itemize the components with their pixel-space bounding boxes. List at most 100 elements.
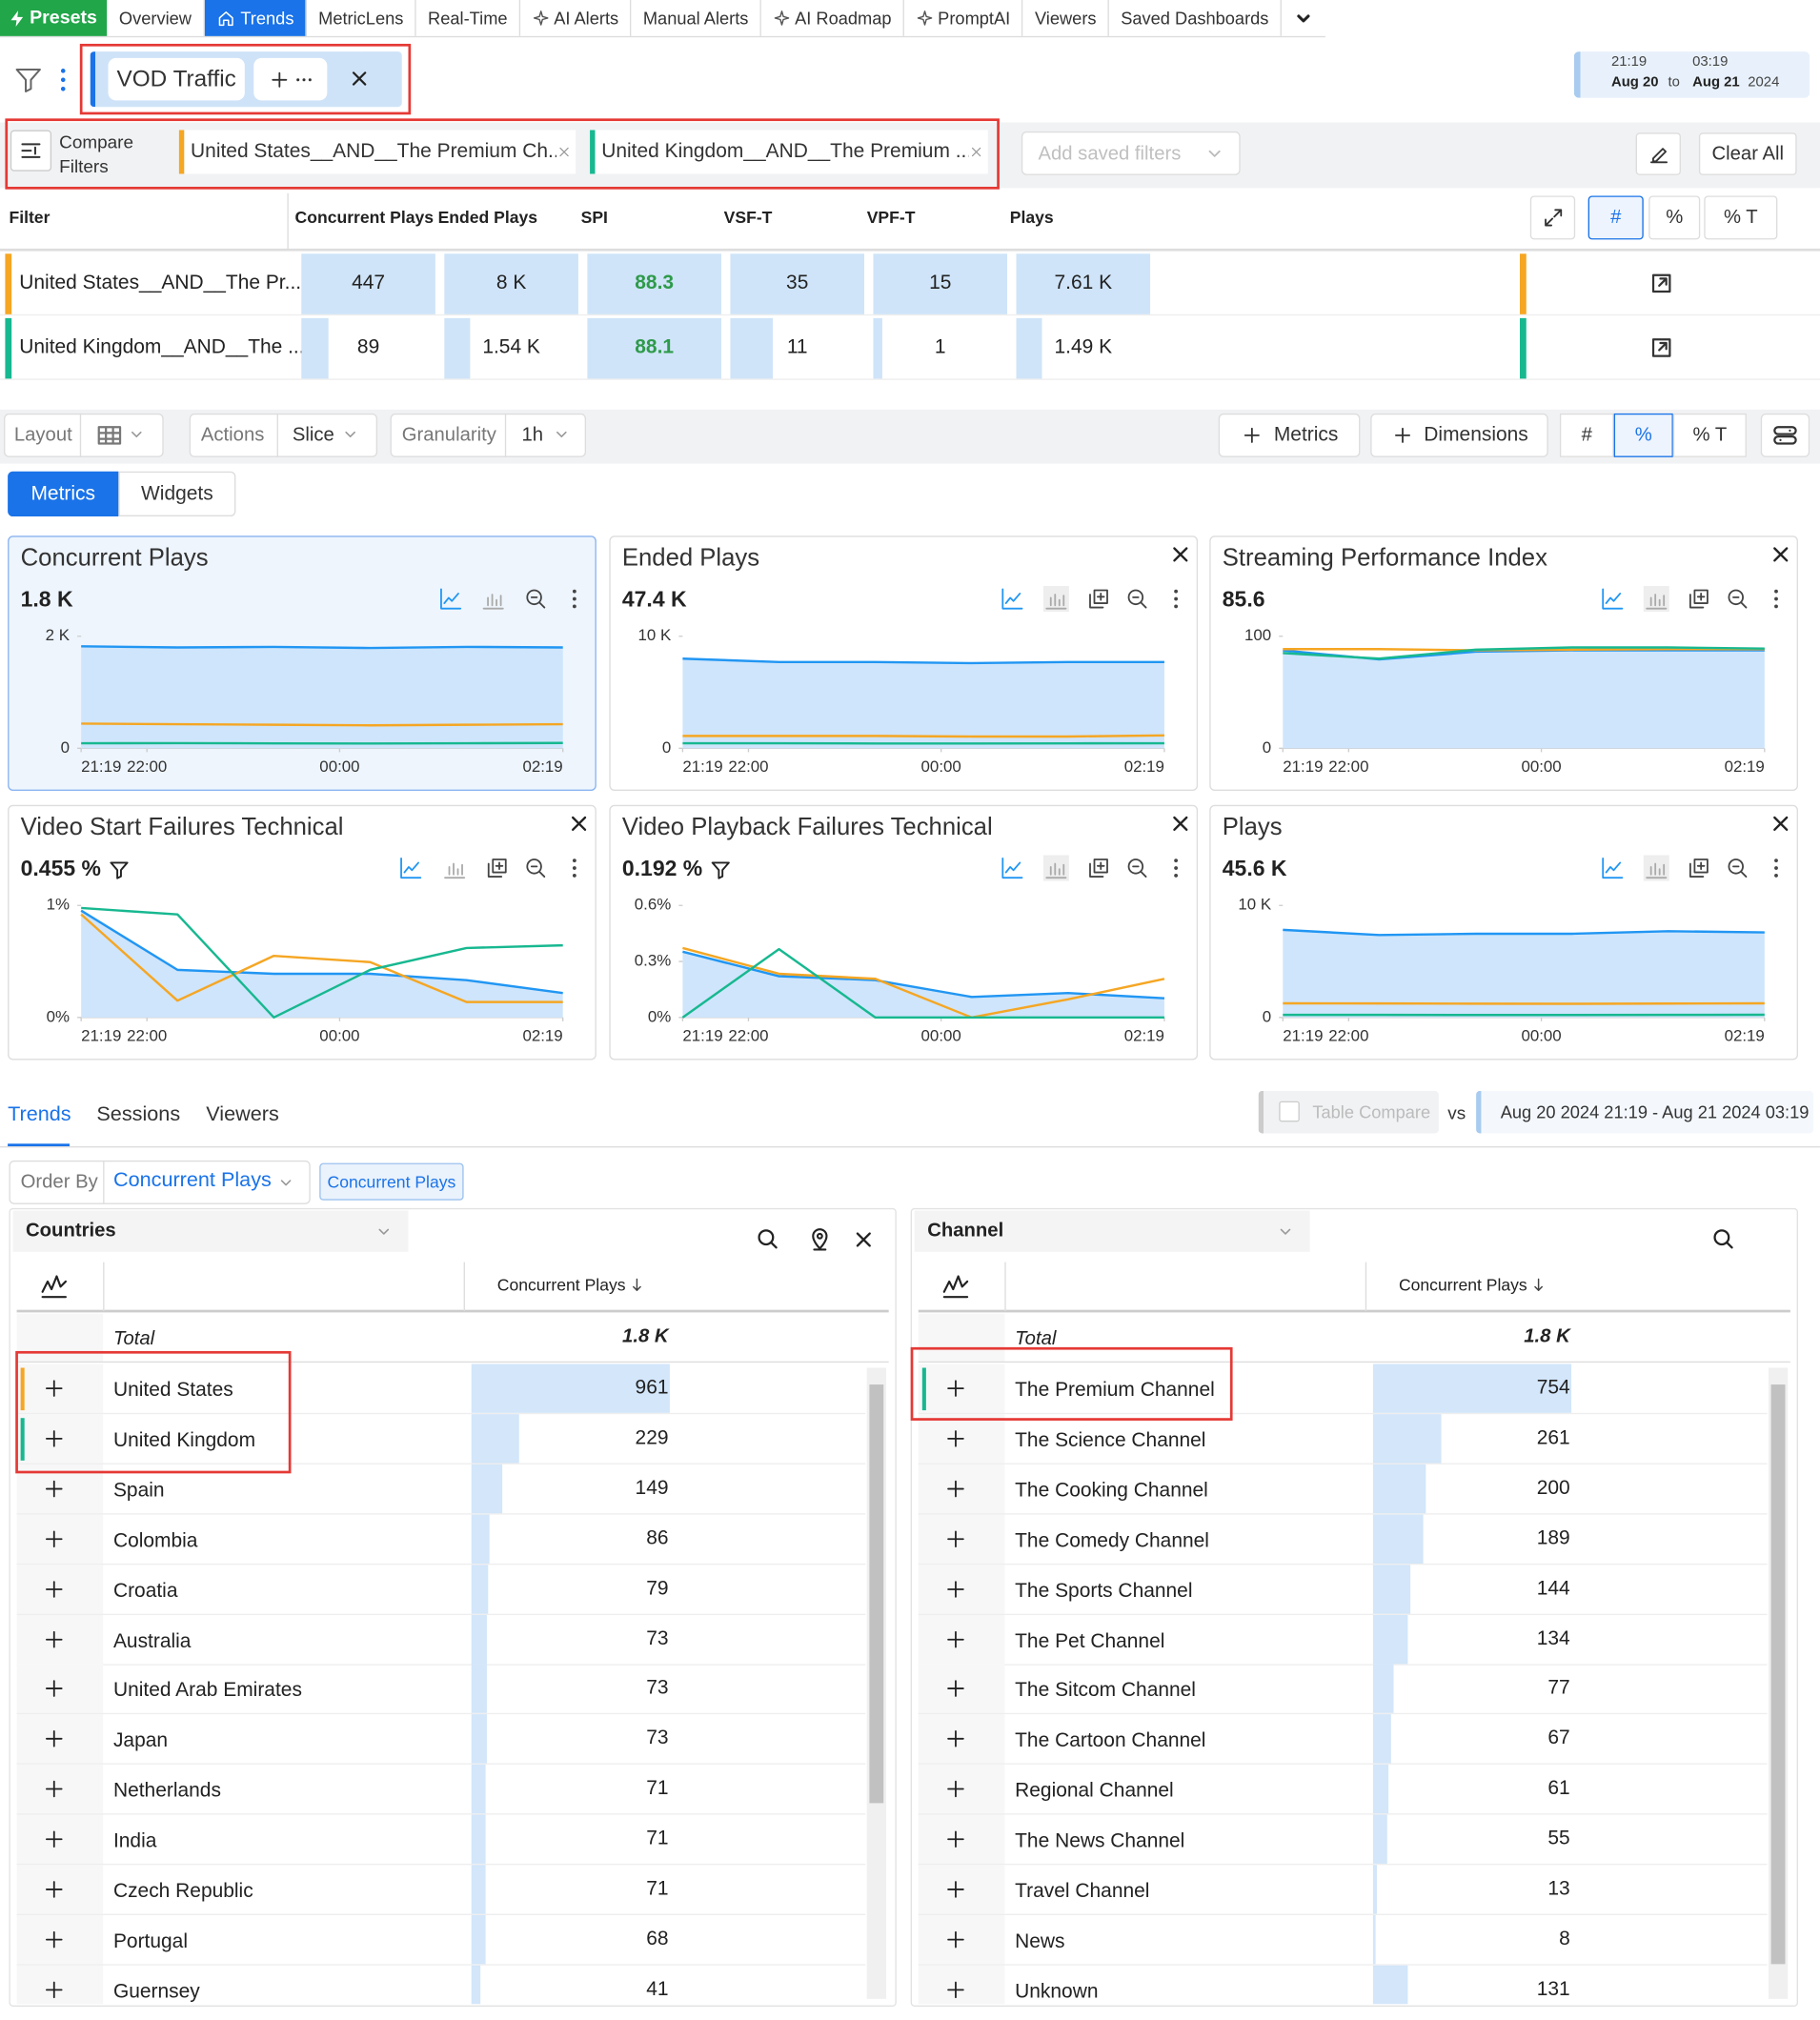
add-dimensions-button[interactable]: Dimensions bbox=[1370, 413, 1548, 457]
mode-button[interactable]: % bbox=[1613, 413, 1673, 457]
mode-button[interactable]: % bbox=[1648, 195, 1701, 240]
active-nav-tab[interactable]: Trends bbox=[204, 0, 307, 36]
expand-button[interactable] bbox=[1529, 195, 1576, 240]
nav-tab-label: Manual Alerts bbox=[642, 8, 749, 29]
nav-tab[interactable]: AI Roadmap bbox=[761, 0, 905, 36]
row-value: 13 bbox=[1547, 1877, 1570, 1900]
nav-tab[interactable]: AI Alerts bbox=[520, 0, 632, 36]
compare-chip[interactable]: United States__AND__The Premium Ch... bbox=[178, 130, 576, 174]
icon-glyph bbox=[1713, 1229, 1733, 1249]
icon-glyph bbox=[1280, 1228, 1291, 1235]
icon-glyph bbox=[1773, 547, 1789, 562]
mode-button[interactable]: # bbox=[1559, 413, 1614, 457]
mode-button[interactable]: % T bbox=[1704, 195, 1778, 240]
edit-button[interactable] bbox=[1635, 132, 1681, 175]
y-tick-label: 2 K bbox=[46, 626, 71, 644]
row-bar bbox=[471, 1464, 502, 1513]
vdots-icon bbox=[1774, 589, 1778, 609]
tab-rule bbox=[0, 1146, 1820, 1148]
actions-select[interactable] bbox=[189, 413, 378, 457]
compare-label: Compare Filters bbox=[59, 131, 134, 177]
bars-icon bbox=[1042, 586, 1069, 613]
presets-button[interactable]: Presets bbox=[0, 0, 108, 36]
nav-tab[interactable]: Real-Time bbox=[416, 0, 521, 36]
row-bar bbox=[471, 1865, 487, 1914]
icon-glyph bbox=[971, 147, 981, 157]
divider bbox=[1004, 1262, 1006, 1312]
column-header: SPI bbox=[580, 207, 608, 227]
series-area bbox=[682, 951, 1164, 1018]
metric-widget[interactable]: Concurrent Plays 1.8 K 0 2 K 21:19 22:00 00:00… bbox=[8, 535, 597, 791]
checkbox[interactable] bbox=[1279, 1101, 1300, 1122]
order-by-select[interactable] bbox=[9, 1160, 311, 1204]
row-bar bbox=[1372, 1664, 1394, 1714]
order-chip[interactable]: Concurrent Plays bbox=[319, 1162, 464, 1201]
metric-widget[interactable]: Streaming Performance Index 85.6 0 100 21:19… bbox=[1209, 535, 1798, 791]
metric-widget[interactable]: Plays 45.6 K 0 10 K 21:19 22:00 00:00 02:19 bbox=[1209, 804, 1798, 1060]
view-tab[interactable]: Metrics bbox=[8, 471, 119, 517]
icon-glyph bbox=[856, 1232, 871, 1247]
bolt-icon bbox=[10, 10, 24, 27]
section-tab[interactable]: Viewers bbox=[206, 1103, 279, 1126]
date-day: Aug 20 bbox=[1610, 74, 1659, 91]
dimension-select[interactable] bbox=[12, 1210, 409, 1252]
mode-button[interactable]: # bbox=[1587, 195, 1644, 240]
section-tab[interactable]: Trends bbox=[8, 1103, 71, 1126]
row-bar bbox=[471, 1914, 486, 1965]
widget-headline: 1.8 K bbox=[21, 587, 73, 613]
widget-chart: 0 10 K 21:19 22:00 00:00 02:19 bbox=[638, 626, 1165, 776]
plus-icon bbox=[45, 1930, 63, 1949]
nav-tab[interactable]: Overview bbox=[108, 0, 205, 36]
icon-glyph bbox=[1646, 862, 1668, 879]
date-range[interactable] bbox=[1573, 51, 1810, 98]
icon-glyph bbox=[1533, 1278, 1543, 1291]
nav-tab[interactable]: MetricLens bbox=[307, 0, 416, 36]
row-rule bbox=[918, 1613, 1768, 1615]
saved-filters-select[interactable]: Add saved filters bbox=[1021, 131, 1241, 175]
metric-widget[interactable]: Ended Plays 47.4 K 0 10 K 21:19 22:00 00:00 02:… bbox=[609, 535, 1199, 791]
icon-glyph bbox=[947, 1830, 964, 1848]
x-tick-label: 22:00 bbox=[728, 1027, 768, 1045]
settings-toggle[interactable] bbox=[1760, 413, 1810, 457]
row-name: The News Channel bbox=[1015, 1829, 1185, 1852]
clear-all-button[interactable]: Clear All bbox=[1698, 132, 1797, 175]
plus-icon bbox=[45, 1429, 63, 1447]
nav-tab[interactable]: PromptAI bbox=[904, 0, 1023, 36]
y-tick-label: 10 K bbox=[1238, 896, 1271, 914]
nav-tab[interactable]: Manual Alerts bbox=[632, 0, 761, 36]
nav-tab-label: AI Roadmap bbox=[795, 8, 892, 29]
compare-chip[interactable]: United Kingdom__AND__The Premium ... bbox=[590, 130, 988, 174]
series-line bbox=[682, 950, 1165, 1000]
compare-icon-button[interactable] bbox=[10, 130, 52, 172]
icon-glyph bbox=[947, 1380, 964, 1397]
mode-button[interactable]: % T bbox=[1672, 413, 1747, 457]
widget-headline: 47.4 K bbox=[622, 587, 687, 613]
icon-glyph bbox=[10, 10, 24, 27]
granularity-select[interactable] bbox=[390, 413, 587, 457]
cell-value: 1.54 K bbox=[482, 335, 540, 358]
filter-chip[interactable]: VOD Traffic bbox=[108, 57, 245, 101]
cell-value: 8 K bbox=[495, 272, 527, 294]
row-rule bbox=[16, 1763, 866, 1766]
nav-tab[interactable]: Saved Dashboards bbox=[1109, 0, 1282, 36]
icon-glyph bbox=[345, 431, 355, 438]
widget-title: Streaming Performance Index bbox=[1222, 544, 1547, 573]
nav-more[interactable] bbox=[1282, 0, 1325, 36]
view-tab[interactable]: Widgets bbox=[118, 471, 236, 517]
row-name: Colombia bbox=[112, 1529, 198, 1552]
dimension-select[interactable] bbox=[914, 1210, 1310, 1252]
headline-value: 47.4 K bbox=[621, 587, 687, 613]
bars-icon bbox=[1643, 586, 1669, 613]
dimension-name: Channel bbox=[927, 1220, 1004, 1242]
metric-widget[interactable]: Video Start Failures Technical 0.455 % 0% 1… bbox=[8, 804, 597, 1060]
icon-glyph bbox=[1544, 209, 1562, 227]
row-name: Japan bbox=[112, 1729, 169, 1752]
nav-tab[interactable]: Viewers bbox=[1023, 0, 1110, 36]
metric-widget[interactable]: Video Playback Failures Technical 0.192 %… bbox=[609, 804, 1199, 1060]
add-filter-chip[interactable] bbox=[253, 57, 328, 101]
add-metrics-button[interactable]: Metrics bbox=[1218, 413, 1361, 457]
section-tab[interactable]: Sessions bbox=[96, 1103, 181, 1126]
compare-range[interactable] bbox=[1476, 1090, 1814, 1134]
icon-glyph bbox=[1651, 273, 1671, 293]
